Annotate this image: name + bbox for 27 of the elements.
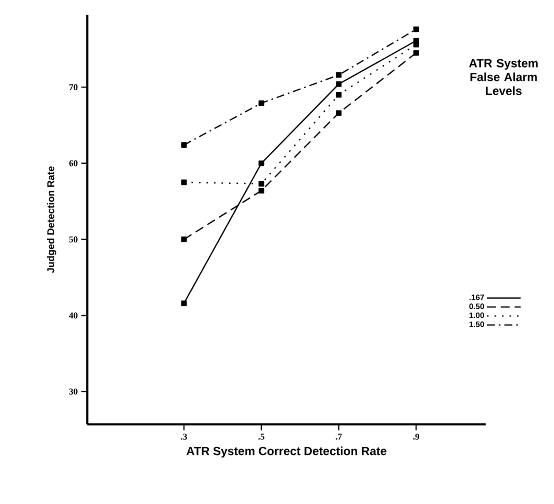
y-tick-label: 70 — [69, 84, 78, 90]
point — [258, 100, 264, 106]
y-tick-label: 30 — [69, 388, 78, 395]
point — [413, 26, 419, 32]
point — [181, 236, 187, 242]
point — [336, 92, 342, 98]
point — [413, 42, 419, 48]
point — [336, 110, 342, 116]
legend-title: ATR System False Alarm Levels — [469, 59, 538, 96]
point — [258, 181, 264, 187]
point — [258, 188, 264, 194]
x-axis-title: ATR System Correct Detection Rate — [186, 446, 386, 458]
point — [258, 160, 264, 166]
y-tick-label: 40 — [69, 312, 78, 319]
point — [181, 142, 187, 148]
x-tick-label: .5 — [258, 434, 264, 440]
point — [181, 300, 187, 306]
x-tick-label: .3 — [181, 434, 187, 440]
x-tick-label: .7 — [336, 434, 342, 440]
x-tick-label: .9 — [413, 434, 420, 440]
point — [181, 180, 187, 186]
y-tick-label: 60 — [69, 160, 78, 166]
point — [413, 50, 419, 56]
y-tick-label: 50 — [69, 236, 78, 243]
y-axis-title: Judged Detection Rate — [46, 166, 56, 274]
point — [336, 72, 342, 78]
point — [336, 81, 342, 88]
